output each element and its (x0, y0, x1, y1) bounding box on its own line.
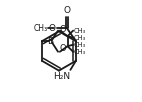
Text: CH₃: CH₃ (34, 24, 48, 33)
Text: O: O (48, 24, 55, 33)
Text: CH₃: CH₃ (74, 28, 86, 34)
Text: O: O (63, 6, 70, 14)
Text: CH₃: CH₃ (74, 49, 86, 55)
Text: CH₃: CH₃ (74, 42, 86, 48)
Text: CH₃: CH₃ (74, 35, 86, 41)
Text: H₂N: H₂N (53, 72, 70, 81)
Text: O: O (59, 25, 66, 34)
Text: B: B (47, 37, 54, 46)
Text: O: O (59, 44, 66, 53)
